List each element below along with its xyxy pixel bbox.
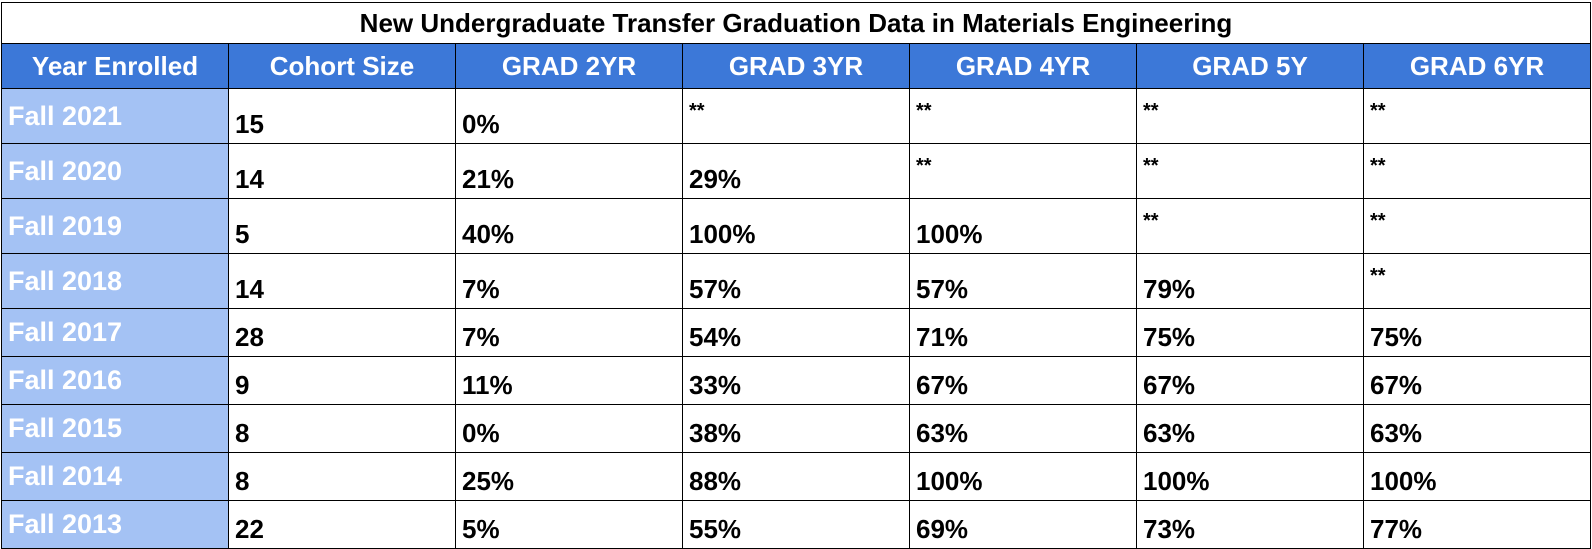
data-cell: 63% [1136, 404, 1364, 453]
data-cell: 0% [455, 404, 683, 453]
data-row: Fall 2013 22 5% 55% 69% 73% 77% [1, 500, 1591, 549]
data-row: Fall 2015 8 0% 38% 63% 63% 63% [1, 404, 1591, 453]
data-cell: 71% [909, 308, 1137, 357]
data-cell: 67% [909, 356, 1137, 405]
data-cell: 55% [682, 500, 910, 549]
data-cell: 40% [455, 198, 683, 254]
column-header: Cohort Size [228, 43, 456, 89]
data-cell: 22 [228, 500, 456, 549]
row-header: Fall 2014 [1, 452, 229, 501]
data-cell: ** [1136, 88, 1364, 144]
column-header: GRAD 5Y [1136, 43, 1364, 89]
data-cell: 9 [228, 356, 456, 405]
data-cell: 100% [1363, 452, 1591, 501]
row-header: Fall 2016 [1, 356, 229, 405]
data-cell: 63% [909, 404, 1137, 453]
data-cell: 73% [1136, 500, 1364, 549]
data-cell: 14 [228, 253, 456, 309]
data-cell: 5 [228, 198, 456, 254]
data-cell: 79% [1136, 253, 1364, 309]
data-cell: 11% [455, 356, 683, 405]
data-cell: 69% [909, 500, 1137, 549]
data-cell: ** [1136, 143, 1364, 199]
data-cell: 67% [1136, 356, 1364, 405]
data-cell: 29% [682, 143, 910, 199]
column-header: GRAD 6YR [1363, 43, 1591, 89]
data-cell: ** [909, 88, 1137, 144]
data-cell: 88% [682, 452, 910, 501]
row-header: Fall 2013 [1, 500, 229, 549]
data-cell: 21% [455, 143, 683, 199]
title-row: New Undergraduate Transfer Graduation Da… [1, 2, 1591, 44]
data-cell: 57% [682, 253, 910, 309]
data-cell: 77% [1363, 500, 1591, 549]
column-header: Year Enrolled [1, 43, 229, 89]
data-cell: 67% [1363, 356, 1591, 405]
row-header: Fall 2018 [1, 253, 229, 309]
data-cell: 75% [1136, 308, 1364, 357]
row-header: Fall 2017 [1, 308, 229, 357]
data-cell: 100% [1136, 452, 1364, 501]
data-cell: ** [682, 88, 910, 144]
data-cell: ** [1363, 198, 1591, 254]
header-row: Year Enrolled Cohort Size GRAD 2YR GRAD 3YR… [1, 43, 1591, 89]
column-header: GRAD 2YR [455, 43, 683, 89]
data-cell: 100% [909, 198, 1137, 254]
data-row: Fall 2019 5 40% 100% 100% ** ** [1, 198, 1591, 254]
row-header: Fall 2019 [1, 198, 229, 254]
data-cell: ** [1363, 253, 1591, 309]
column-header: GRAD 4YR [909, 43, 1137, 89]
data-cell: 38% [682, 404, 910, 453]
data-cell: 7% [455, 253, 683, 309]
data-row: Fall 2014 8 25% 88% 100% 100% 100% [1, 452, 1591, 501]
data-cell: 100% [682, 198, 910, 254]
data-row: Fall 2016 9 11% 33% 67% 67% 67% [1, 356, 1591, 405]
data-row: Fall 2020 14 21% 29% ** ** ** [1, 143, 1591, 199]
data-cell: 100% [909, 452, 1137, 501]
row-header: Fall 2015 [1, 404, 229, 453]
data-cell: 7% [455, 308, 683, 357]
data-cell: ** [909, 143, 1137, 199]
data-cell: ** [1136, 198, 1364, 254]
data-cell: 8 [228, 404, 456, 453]
data-cell: 8 [228, 452, 456, 501]
data-cell: 75% [1363, 308, 1591, 357]
data-cell: 14 [228, 143, 456, 199]
data-cell: ** [1363, 88, 1591, 144]
row-header: Fall 2021 [1, 88, 229, 144]
data-cell: 33% [682, 356, 910, 405]
data-row: Fall 2017 28 7% 54% 71% 75% 75% [1, 308, 1591, 357]
data-cell: 63% [1363, 404, 1591, 453]
column-header: GRAD 3YR [682, 43, 910, 89]
data-cell: 54% [682, 308, 910, 357]
row-header: Fall 2020 [1, 143, 229, 199]
data-cell: 5% [455, 500, 683, 549]
data-cell: 0% [455, 88, 683, 144]
table-title: New Undergraduate Transfer Graduation Da… [1, 2, 1591, 44]
data-cell: 57% [909, 253, 1137, 309]
data-cell: ** [1363, 143, 1591, 199]
data-row: Fall 2021 15 0% ** ** ** ** [1, 88, 1591, 144]
data-cell: 15 [228, 88, 456, 144]
data-cell: 28 [228, 308, 456, 357]
data-row: Fall 2018 14 7% 57% 57% 79% ** [1, 253, 1591, 309]
data-cell: 25% [455, 452, 683, 501]
